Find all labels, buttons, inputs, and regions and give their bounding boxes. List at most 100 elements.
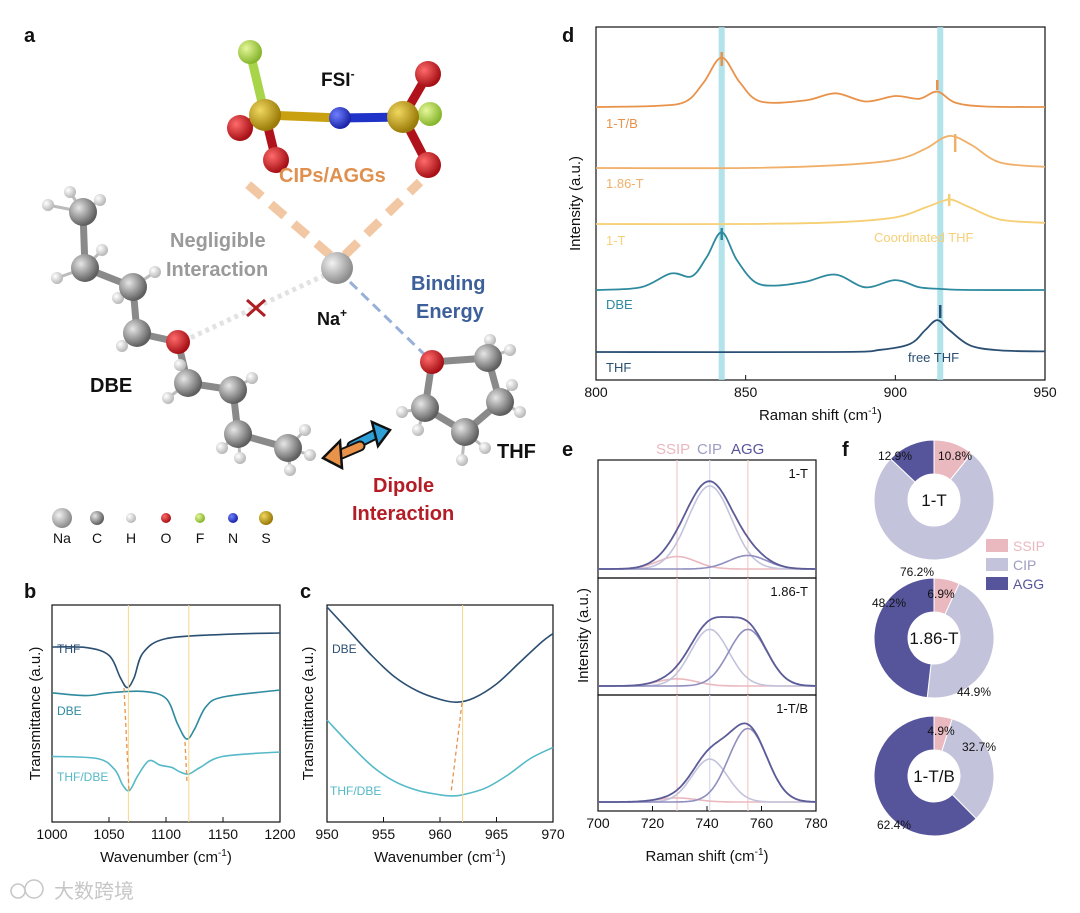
chart-d-tick-label: 950 <box>1033 384 1057 400</box>
na-label: Na+ <box>317 306 347 329</box>
panel-f-label: f <box>842 439 849 461</box>
chart-d-series-label: 1-T <box>606 233 626 248</box>
na-fsi-link-right <box>341 178 424 259</box>
chart-f-donut-center-label: 1-T <box>921 491 947 510</box>
chart-f-value-label-agg: 12.9% <box>878 449 912 463</box>
chart-d-series-label: 1.86-T <box>606 176 644 191</box>
chart-f-value-label-cip: 44.9% <box>957 685 991 699</box>
chart-e-ylabel: Intensity (a.u.) <box>575 588 592 683</box>
chart-b-xlabel: Wavenumber (cm-1) <box>100 848 232 866</box>
legend-atom-f-icon <box>195 513 205 523</box>
panel-a-illustration: FSI- CIPs/AGGs Negligible Interaction Bi… <box>42 40 536 546</box>
chart-d-series-label: DBE <box>606 297 633 312</box>
chart-f-donuts: 1-T 10.8% 76.2% 12.9% 1.86-T 6.9% 44.9% 48.2% 1-… <box>872 439 1045 837</box>
na-ion-atom <box>321 252 353 284</box>
chart-c-tick-label: 960 <box>428 826 452 842</box>
chart-e-component-cip <box>598 628 816 687</box>
chart-d-tick-label: 900 <box>884 384 908 400</box>
chart-b-ylabel: Transmittance (a.u.) <box>27 647 44 781</box>
chart-b-line-dbe <box>51 689 281 740</box>
chart-f-legend-label-agg: AGG <box>1013 576 1044 592</box>
chart-c-xlabel: Wavenumber (cm-1) <box>374 848 506 866</box>
chart-c-series-label: THF/DBE <box>330 784 381 798</box>
panel-b-label: b <box>24 581 36 603</box>
chart-e-xlabel: Raman shift (cm-1) <box>645 847 768 865</box>
chart-c-tick-label: 950 <box>315 826 339 842</box>
dbe-atoms <box>42 186 316 476</box>
chart-e-tick-label: 760 <box>750 815 774 831</box>
legend-atom-s-label: S <box>261 530 270 546</box>
chart-e-header-agg: AGG <box>731 441 764 458</box>
chart-b-series-label: THF <box>57 642 80 656</box>
chart-b-tick-label: 1000 <box>36 826 67 842</box>
chart-d-line-thf <box>595 319 1046 354</box>
chart-b-frame <box>51 604 281 823</box>
atom-legend: Na C H O F N S <box>52 508 273 546</box>
chart-b-tick-label: 1100 <box>151 826 181 842</box>
chart-b-shift-line-2 <box>184 741 188 783</box>
chart-e-component-agg <box>598 727 817 803</box>
chart-f-slice-agg <box>873 715 977 837</box>
legend-atom-h-icon <box>126 513 136 523</box>
panel-a-label: a <box>24 25 36 47</box>
chart-f-legend-swatch-cip <box>986 558 1008 571</box>
chart-c-line-dbe <box>326 606 554 704</box>
legend-atom-o-icon <box>161 513 171 523</box>
chart-c-series-label: DBE <box>332 642 357 656</box>
chart-d-line-1-t <box>595 198 1046 226</box>
watermark: 大数跨境 <box>10 879 134 903</box>
chart-b-line-thf <box>51 632 281 689</box>
legend-atom-o-label: O <box>161 530 172 546</box>
chart-f-value-label-ssip: 10.8% <box>938 449 972 463</box>
binding-label-line2: Energy <box>416 301 485 323</box>
chart-b-tick-label: 1050 <box>93 826 124 842</box>
chart-e-raman-fit: SSIP CIP AGG 1-T 1.86-T 1-T/B 700 720 740 760 780 R… <box>575 441 828 865</box>
chart-f-value-label-agg: 48.2% <box>872 596 906 610</box>
legend-atom-c-label: C <box>92 530 102 546</box>
chart-d-coordinated-annotation: Coordinated THF <box>874 230 974 245</box>
binding-label-line1: Binding <box>411 273 485 295</box>
chart-e-tick-label: 780 <box>804 815 828 831</box>
chart-e-tick-label: 700 <box>586 815 610 831</box>
chart-e-subplot-label: 1.86-T <box>770 584 808 599</box>
dipole-label-line2: Interaction <box>352 503 454 525</box>
chart-f-slice-agg <box>889 439 935 483</box>
chart-d-highlight-band <box>718 27 725 380</box>
legend-atom-na-icon <box>52 508 72 528</box>
chart-f-slice-cip <box>941 718 995 820</box>
chart-d-series-label: THF <box>606 360 631 375</box>
chart-f-slice-cip <box>873 452 995 561</box>
chart-e-subplot-label: 1-T <box>789 466 809 481</box>
panel-c-label: c <box>300 581 311 603</box>
panel-e-label: e <box>562 439 573 461</box>
cross-mark-icon <box>246 298 266 318</box>
na-fsi-link-left <box>242 178 333 259</box>
chart-d-raman: 1-T/B 1.86-T 1-T DBE THF Coordinated THF free … <box>567 26 1057 424</box>
chart-e-component-cip <box>598 485 816 570</box>
chart-e-envelope <box>598 722 817 803</box>
chart-e-tick-label: 720 <box>641 815 665 831</box>
chart-c-shift-line <box>450 702 463 794</box>
chart-d-line-186-t <box>595 134 1046 170</box>
chart-c-ylabel: Transmittance (a.u.) <box>300 647 317 781</box>
watermark-text: 大数跨境 <box>54 880 134 903</box>
chart-b-series-label: THF/DBE <box>57 770 108 784</box>
chart-c-tick-label: 965 <box>485 826 509 842</box>
legend-atom-c-icon <box>90 511 104 525</box>
legend-atom-n-icon <box>228 513 238 523</box>
negligible-label-line2: Interaction <box>166 259 268 281</box>
chart-c-tick-label: 955 <box>372 826 396 842</box>
chart-e-header-cip: CIP <box>697 441 722 458</box>
chart-c-tick-label: 970 <box>541 826 565 842</box>
chart-d-tick-label: 800 <box>584 384 608 400</box>
chart-d-frame <box>595 26 1046 381</box>
chart-b-series-label: DBE <box>57 704 82 718</box>
dipole-label-line1: Dipole <box>373 475 434 497</box>
chart-f-legend-label-ssip: SSIP <box>1013 538 1045 554</box>
chart-f-legend-swatch-ssip <box>986 539 1008 552</box>
chart-b-tick-label: 1150 <box>208 826 238 842</box>
chart-f-value-label-cip: 32.7% <box>962 740 996 754</box>
chart-f-donut-center-label: 1.86-T <box>909 629 958 648</box>
chart-c-line-thf-dbe <box>326 719 554 797</box>
chart-d-line-1-t-b <box>595 56 1046 108</box>
